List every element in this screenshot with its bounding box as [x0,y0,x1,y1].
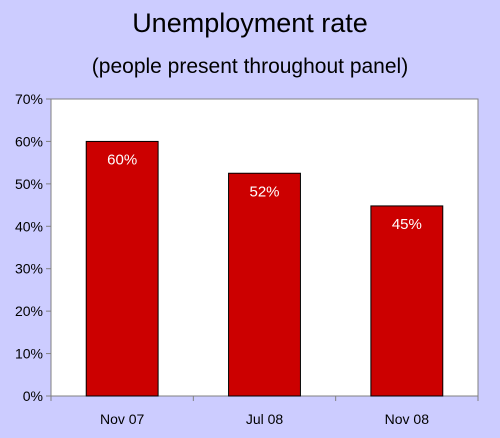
bar [228,172,301,397]
bar-data-label: 60% [107,151,137,168]
y-tick-label: 60% [15,133,43,149]
bar-data-label: 45% [392,216,422,233]
y-tick-label: 20% [15,303,43,319]
y-tick-label: 50% [15,176,43,192]
y-tick-label: 10% [15,346,43,362]
x-tick-label: Nov 07 [100,411,145,427]
chart-title: Unemployment rate [132,8,368,38]
y-tick-label: 0% [23,388,43,404]
x-tick-label: Nov 08 [385,411,430,427]
x-tick-label: Jul 08 [246,411,284,427]
bar-data-label: 52% [249,183,279,200]
chart-subtitle: (people present throughout panel) [91,55,409,78]
y-tick-label: 30% [15,261,43,277]
bar [370,205,444,397]
bar [85,140,159,397]
y-tick-label: 70% [15,91,43,107]
y-tick-label: 40% [15,218,43,234]
